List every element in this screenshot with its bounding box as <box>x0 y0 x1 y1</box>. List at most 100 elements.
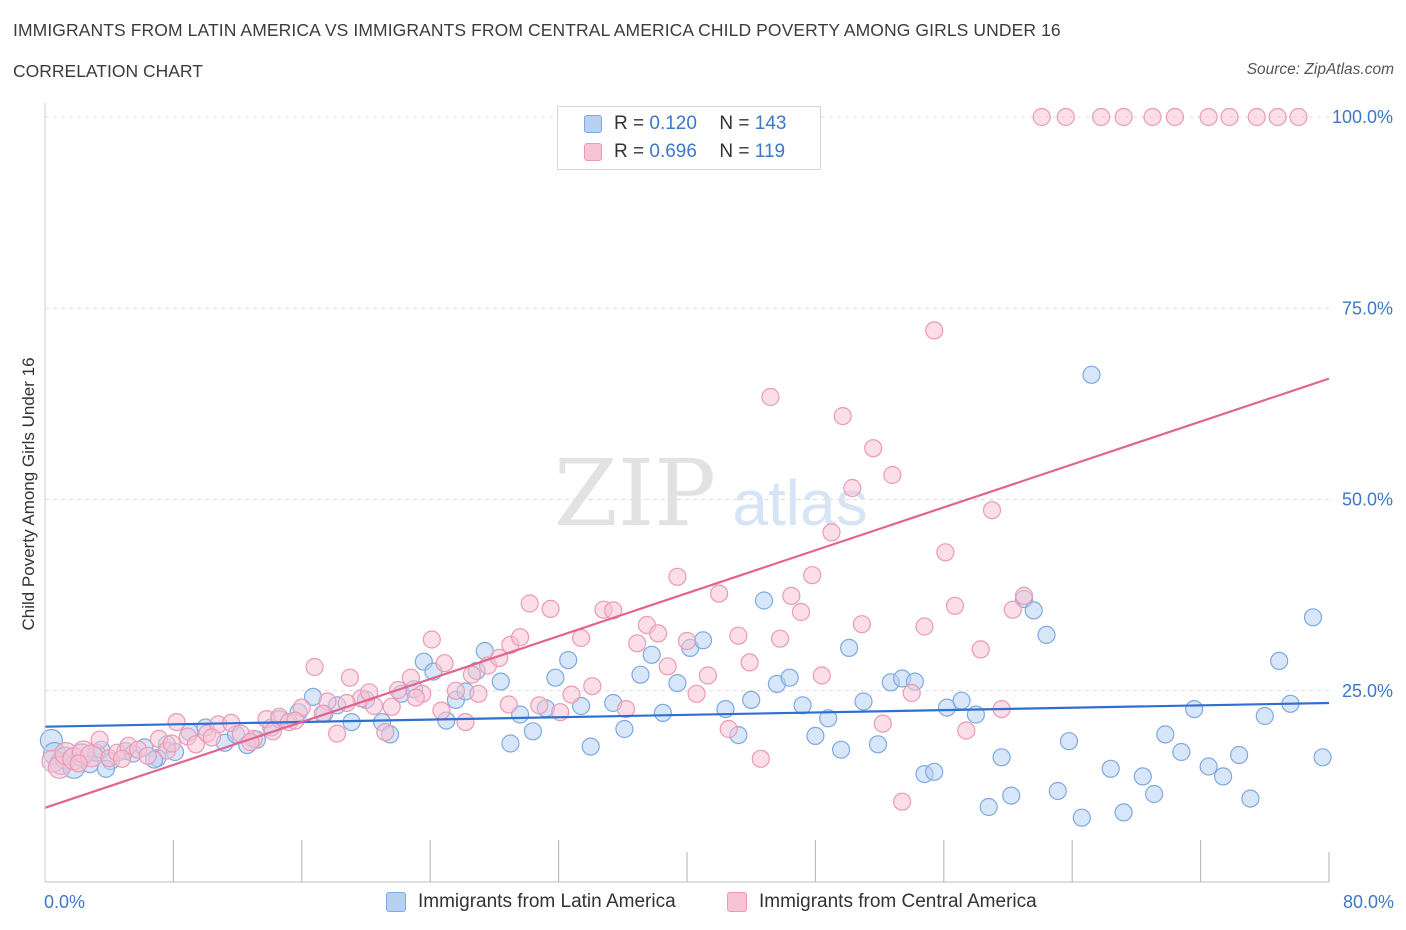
central-america-point <box>1143 107 1162 127</box>
latin-america-point <box>1303 608 1323 627</box>
central-america-point <box>628 634 647 653</box>
central-america-point <box>382 697 401 716</box>
latin-america-point <box>819 709 838 728</box>
central-america-point <box>406 688 425 707</box>
central-america-point <box>1247 107 1266 127</box>
y-tick-label: 75.0% <box>1342 298 1393 318</box>
central-america-point <box>571 628 591 648</box>
central-america-point <box>1165 107 1185 127</box>
central-america-point <box>843 478 862 498</box>
central-america-point <box>376 722 395 742</box>
latin-america-point <box>1101 759 1120 778</box>
central-america-point <box>162 734 181 753</box>
watermark-zip: ZIP <box>554 440 716 547</box>
central-america-point <box>541 599 560 619</box>
series-legend-central-america[interactable]: Immigrants from Central America <box>727 889 1037 915</box>
legend-r-value: 0.696 <box>649 141 697 162</box>
latin-america-point <box>1313 748 1332 767</box>
central-america-point <box>936 543 955 562</box>
chart-title: IMMIGRANTS FROM LATIN AMERICA VS IMMIGRA… <box>13 20 1061 40</box>
latin-america-point <box>839 638 859 658</box>
central-america-point <box>360 683 379 702</box>
central-america-point <box>971 640 990 659</box>
latin-america-point <box>1241 789 1260 808</box>
central-america-point <box>1220 107 1239 127</box>
trend-lines <box>44 377 1330 809</box>
latin-america-point <box>491 672 510 691</box>
latin-america-point <box>1002 786 1021 805</box>
latin-america-point <box>868 735 888 754</box>
central-america-point <box>803 566 822 585</box>
axes <box>44 103 1330 883</box>
central-america-point <box>530 696 549 715</box>
central-america-point <box>69 754 88 773</box>
source-credit: Source: ZipAtlas.com <box>1246 61 1394 78</box>
legend-r-label: R = <box>614 113 645 134</box>
series-legend-label: Immigrants from Latin America <box>418 891 676 912</box>
chart-subtitle: CORRELATION CHART <box>13 61 203 81</box>
latin-america-point <box>1156 725 1175 744</box>
central-america-point <box>167 712 186 732</box>
latin-america-point <box>1270 651 1289 671</box>
central-america-point <box>446 681 465 700</box>
latin-america-point <box>501 734 520 753</box>
central-america-trend-line <box>44 377 1330 809</box>
central-america-point <box>90 730 109 749</box>
central-america-point <box>677 631 697 651</box>
y-axis-label: Child Poverty Among Girls Under 16 <box>19 357 38 630</box>
central-america-point <box>1014 586 1034 606</box>
latin-america-point <box>631 665 650 684</box>
central-america-point <box>761 387 780 407</box>
central-america-point <box>202 728 221 747</box>
latin-america-point <box>979 797 998 817</box>
latin-america-point <box>1185 699 1204 719</box>
legend-swatch-pink <box>584 143 602 161</box>
latin-america-point <box>925 762 944 781</box>
latin-america-point <box>642 645 661 664</box>
central-america-point <box>1056 107 1075 127</box>
series-legend-latin-america[interactable]: Immigrants from Latin America <box>386 889 676 915</box>
central-america-point <box>915 617 934 636</box>
latin-america-point <box>1024 601 1043 620</box>
series-swatch-blue <box>386 892 406 912</box>
latin-america-point <box>1213 767 1233 786</box>
latin-america-point <box>937 698 957 717</box>
central-america-point <box>1199 107 1218 127</box>
central-america-point <box>740 653 759 672</box>
watermark: ZIP atlas <box>554 440 868 547</box>
central-america-point <box>892 792 912 811</box>
latin-america-point <box>559 650 578 670</box>
latin-america-point <box>742 690 761 710</box>
latin-america-point <box>1172 742 1191 762</box>
series-swatch-pink <box>727 892 747 912</box>
central-america-point <box>435 654 454 673</box>
central-america-point <box>782 586 801 606</box>
central-america-point <box>469 684 488 703</box>
legend-n-value: 143 <box>754 113 787 134</box>
legend-n-label: N = <box>719 113 750 134</box>
central-america-point <box>328 724 347 743</box>
central-america-point <box>658 657 677 676</box>
central-america-point <box>305 657 324 677</box>
central-america-point <box>698 666 718 685</box>
central-america-point <box>1091 107 1111 127</box>
central-america-point <box>883 465 902 485</box>
central-america-point <box>751 749 770 768</box>
latin-america-point <box>1255 706 1274 726</box>
latin-america-point <box>1037 625 1056 645</box>
latin-america-point <box>806 726 825 746</box>
central-america-point <box>499 695 518 714</box>
series-legend-label: Immigrants from Central America <box>759 891 1037 912</box>
latin-america-point <box>854 692 873 711</box>
central-america-point <box>422 630 441 649</box>
central-america-point <box>462 665 481 684</box>
latin-america-point <box>668 673 687 693</box>
watermark-atlas: atlas <box>732 467 867 539</box>
central-america-point <box>1289 107 1308 127</box>
y-tick-label: 100.0% <box>1332 107 1393 127</box>
data-points <box>39 107 1332 827</box>
central-america-point <box>791 602 811 622</box>
central-america-point <box>873 714 892 733</box>
legend-n-label: N = <box>719 141 750 162</box>
central-america-point <box>709 584 729 603</box>
